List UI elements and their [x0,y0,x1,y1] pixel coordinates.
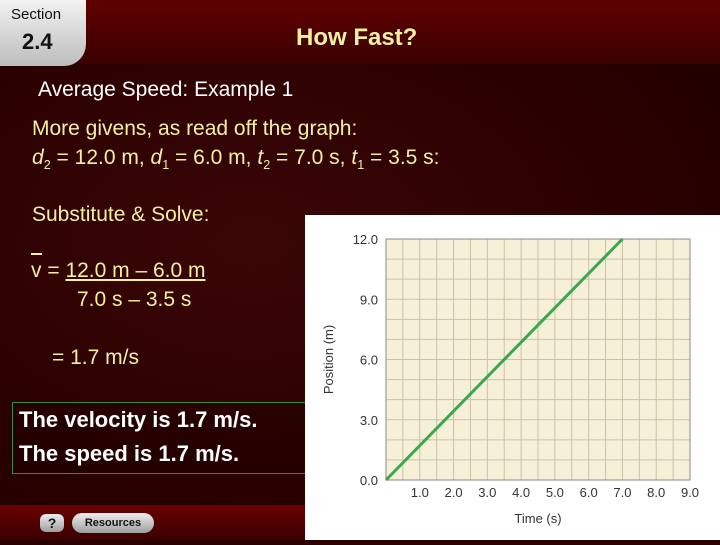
equation-denominator: 7.0 s – 3.5 s [77,288,192,311]
t2-subscript: 2 [263,158,271,173]
position-time-chart: 1.0 2.0 3.0 4.0 5.0 6.0 7.0 8.0 9.0 0.0 3.0 6.0 9.0 1… [321,232,699,526]
givens-values: d2 = 12.0 m, d1 = 6.0 m, t2 = 7.0 s, t1 … [32,146,440,172]
section-tab: Section 2.4 [0,0,86,66]
resources-button[interactable]: Resources [72,513,154,533]
d1-symbol: d [150,146,163,169]
header-bar [0,0,720,64]
x-tick-label: 1.0 [411,485,429,500]
section-label: Section [11,6,62,23]
x-tick-label: 6.0 [580,485,598,500]
x-tick-label: 7.0 [613,485,631,500]
givens-intro: More givens, as read off the graph: [32,117,358,140]
d2-subscript: 2 [43,158,51,173]
plot-border [385,238,691,481]
y-tick-label: 12.0 [353,232,378,247]
x-tick-label: 4.0 [512,485,530,500]
y-tick-label: 3.0 [360,413,378,428]
x-tick-label: 3.0 [478,485,496,500]
x-tick-label: 9.0 [681,485,699,500]
graph-panel: 1.0 2.0 3.0 4.0 5.0 6.0 7.0 8.0 9.0 0.0 3.0 6.0 9.0 1… [305,215,720,540]
equation-numerator: 12.0 m – 6.0 m [65,259,206,282]
equation-result: = 1.7 m/s [52,346,139,369]
slide-title: How Fast? [296,24,418,51]
equals-sign: = [41,259,66,282]
example-subtitle: Average Speed: Example 1 [38,78,294,101]
velocity-symbol: v [31,259,42,282]
t1-symbol: t [351,146,358,169]
help-button[interactable]: ? [40,514,64,532]
d2-symbol: d [32,146,44,169]
answer-velocity: The velocity is 1.7 m/s. [19,407,258,432]
d2-value: = 12.0 m, [50,146,151,169]
section-number: 2.4 [22,29,53,54]
y-tick-label: 6.0 [360,353,378,368]
x-axis-label: Time (s) [514,511,561,526]
y-axis-label: Position (m) [321,325,336,394]
y-tick-label: 0.0 [360,473,378,488]
substitute-label: Substitute & Solve: [32,203,210,226]
t2-value: = 7.0 s, [270,146,352,169]
t1-subscript: 1 [357,158,365,173]
x-tick-label: 2.0 [445,485,463,500]
average-overbar [31,253,42,255]
position-line [384,237,624,482]
answer-box: The velocity is 1.7 m/s. The speed is 1.… [12,402,308,474]
equation-numerator-line: v = 12.0 m – 6.0 m [31,259,206,283]
answer-speed: The speed is 1.7 m/s. [19,441,240,466]
d1-value: = 6.0 m, [169,146,258,169]
x-tick-label: 8.0 [647,485,665,500]
t1-value: = 3.5 s: [364,146,440,169]
x-tick-label: 5.0 [546,485,564,500]
y-tick-label: 9.0 [360,292,378,307]
t2-symbol: t [257,146,264,169]
d1-subscript: 1 [162,158,170,173]
